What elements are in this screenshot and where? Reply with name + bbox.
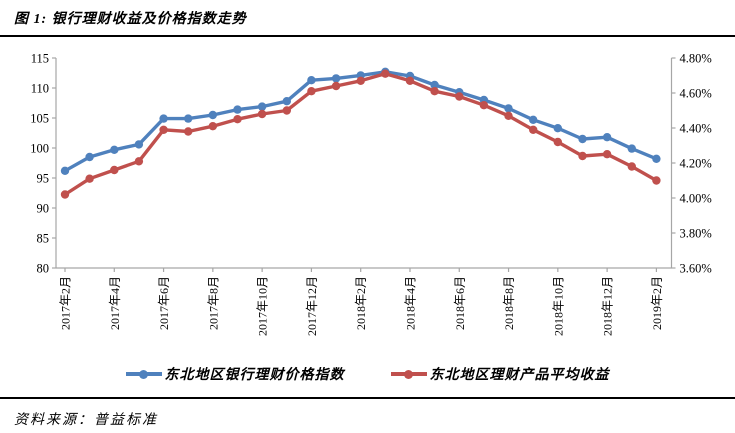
svg-text:2017年10月: 2017年10月 bbox=[256, 276, 270, 336]
svg-text:4.40%: 4.40% bbox=[680, 121, 712, 135]
svg-text:3.80%: 3.80% bbox=[680, 226, 712, 240]
svg-text:90: 90 bbox=[37, 201, 50, 215]
svg-text:3.60%: 3.60% bbox=[680, 261, 712, 275]
svg-text:2017年6月: 2017年6月 bbox=[157, 276, 171, 330]
svg-text:80: 80 bbox=[37, 261, 50, 275]
svg-text:2018年2月: 2018年2月 bbox=[354, 276, 368, 330]
svg-text:2019年2月: 2019年2月 bbox=[650, 276, 664, 330]
data-source: 资料来源：普益标准 bbox=[14, 413, 158, 428]
figure-title: 图 1: 银行理财收益及价格指数走势 bbox=[0, 0, 735, 37]
svg-text:100: 100 bbox=[30, 141, 49, 155]
red-line-marker-icon bbox=[390, 369, 427, 379]
svg-text:4.60%: 4.60% bbox=[680, 86, 712, 100]
svg-text:2017年8月: 2017年8月 bbox=[206, 276, 220, 330]
svg-text:2017年12月: 2017年12月 bbox=[305, 276, 319, 336]
svg-text:2018年12月: 2018年12月 bbox=[601, 276, 615, 336]
svg-text:2018年8月: 2018年8月 bbox=[502, 276, 516, 330]
svg-text:85: 85 bbox=[37, 231, 50, 245]
svg-text:2018年10月: 2018年10月 bbox=[551, 276, 565, 336]
chart-legend: 东北地区银行理财价格指数 东北地区理财产品平均收益 bbox=[0, 359, 735, 389]
legend-item-avg-yield: 东北地区理财产品平均收益 bbox=[390, 364, 610, 384]
legend-label-avg-yield: 东北地区理财产品平均收益 bbox=[429, 368, 610, 383]
svg-text:4.20%: 4.20% bbox=[680, 156, 712, 170]
svg-text:95: 95 bbox=[37, 171, 50, 185]
svg-text:2018年4月: 2018年4月 bbox=[403, 276, 417, 330]
svg-text:2018年6月: 2018年6月 bbox=[453, 276, 467, 330]
svg-text:105: 105 bbox=[30, 111, 49, 125]
legend-item-price-index: 东北地区银行理财价格指数 bbox=[125, 364, 345, 384]
legend-label-price-index: 东北地区银行理财价格指数 bbox=[164, 368, 345, 383]
blue-line-marker-icon bbox=[125, 369, 162, 379]
svg-text:4.80%: 4.80% bbox=[680, 51, 712, 65]
svg-text:2017年2月: 2017年2月 bbox=[59, 276, 73, 330]
chart-area: 80 85 90 95 100 105 110 115 3.60% 3.80% 4.00% 4.20%… bbox=[0, 39, 735, 359]
svg-text:115: 115 bbox=[31, 51, 49, 65]
svg-text:2017年4月: 2017年4月 bbox=[108, 276, 122, 330]
svg-text:4.00%: 4.00% bbox=[680, 191, 712, 205]
svg-text:110: 110 bbox=[31, 81, 49, 95]
line-chart: 80 85 90 95 100 105 110 115 3.60% 3.80% 4.00% 4.20%… bbox=[30, 51, 712, 336]
footer-divider bbox=[0, 397, 735, 399]
